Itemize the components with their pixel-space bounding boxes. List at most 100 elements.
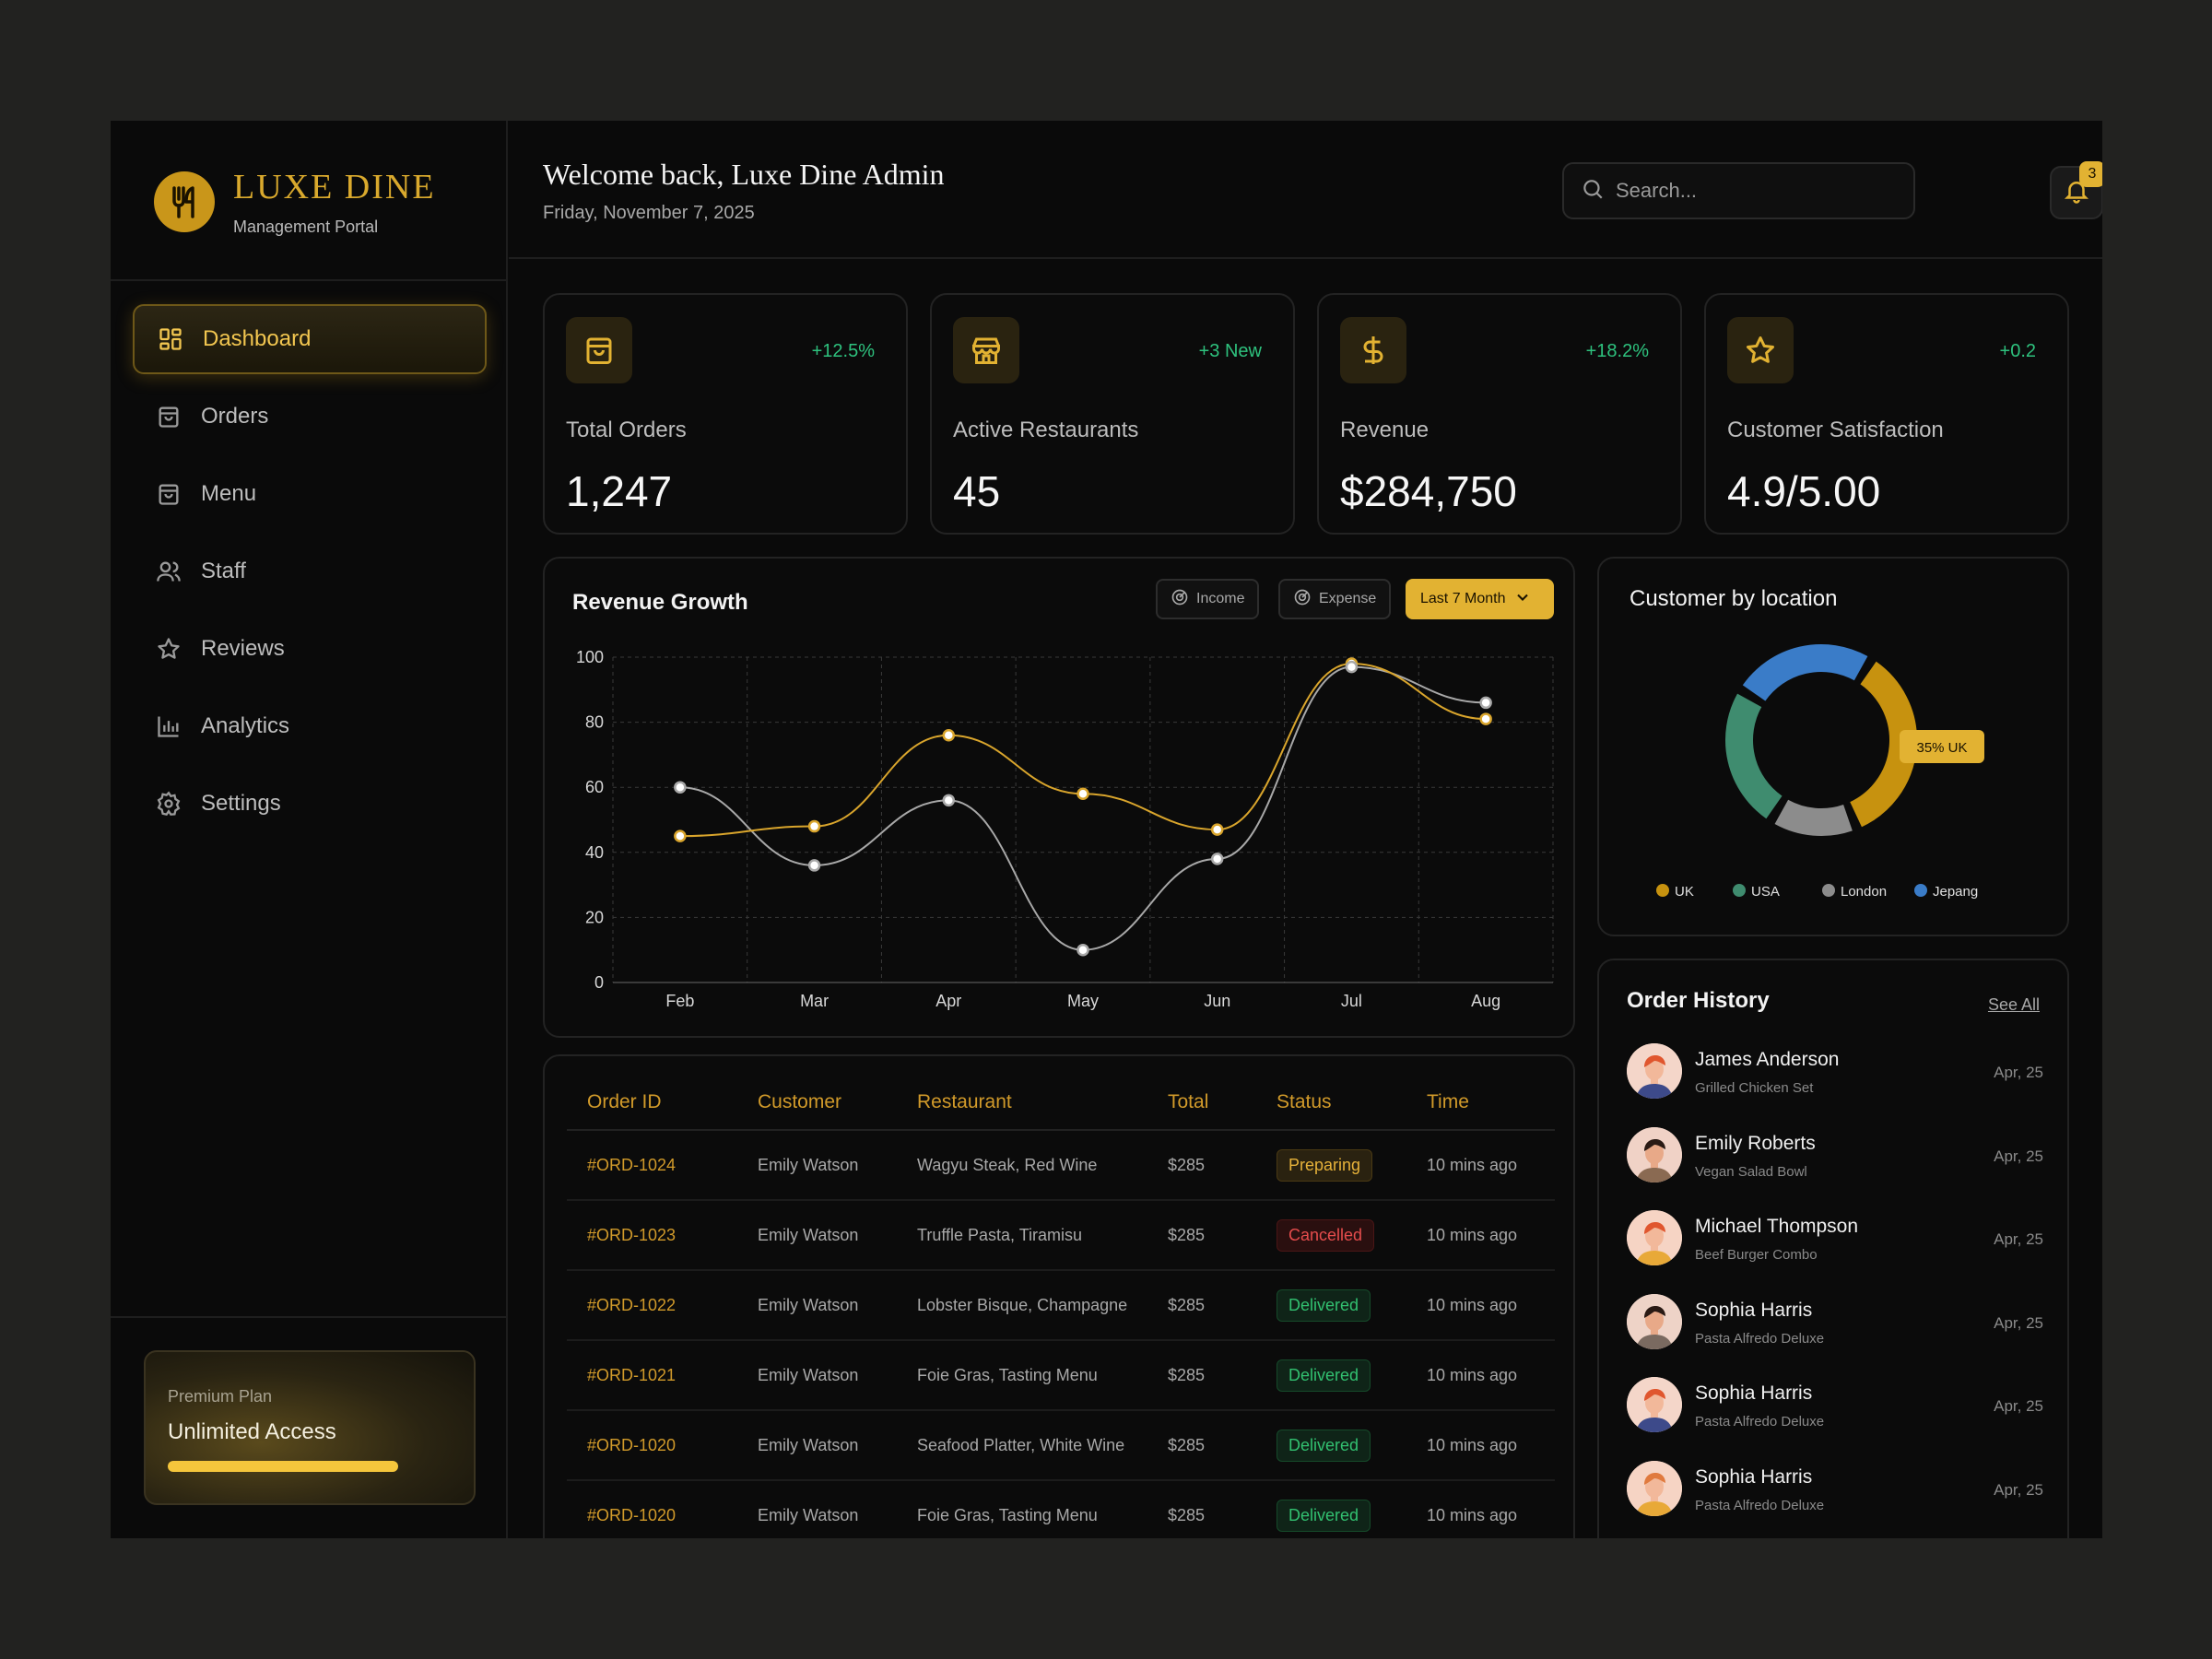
table-row[interactable]: #ORD-1022 Emily Watson Lobster Bisque, Cha… xyxy=(567,1270,1555,1341)
status-badge: Delivered xyxy=(1277,1359,1371,1392)
order-total: $285 xyxy=(1147,1410,1256,1481)
status-cell: Delivered xyxy=(1256,1410,1406,1481)
status-cell: Cancelled xyxy=(1256,1200,1406,1271)
data-point-expense[interactable] xyxy=(1077,943,1089,957)
donut-slice-london[interactable] xyxy=(1774,799,1853,836)
col-status[interactable]: Status xyxy=(1256,1075,1406,1131)
stat-label: Active Restaurants xyxy=(953,418,1139,442)
see-all-link[interactable]: See All xyxy=(1987,995,2040,1014)
donut-slice-uk[interactable] xyxy=(1849,661,1917,828)
star-icon xyxy=(1727,317,1794,383)
data-point-income[interactable] xyxy=(942,728,956,742)
sidebar-item-reviews[interactable]: Reviews xyxy=(133,614,487,684)
list-item[interactable]: Sophia Harris Pasta Alfredo Deluxe Apr, … xyxy=(1627,1377,2043,1436)
data-point-income[interactable] xyxy=(1077,787,1089,801)
data-point-income[interactable] xyxy=(674,830,687,842)
search-input[interactable] xyxy=(1616,179,1892,203)
data-point-expense[interactable] xyxy=(1479,696,1492,710)
expense-filter-label: Expense xyxy=(1319,591,1377,606)
range-dropdown[interactable]: Last 7 Month xyxy=(1406,579,1554,619)
col-time[interactable]: Time xyxy=(1406,1075,1555,1131)
list-item[interactable]: Sophia Harris Pasta Alfredo Deluxe Apr, … xyxy=(1627,1293,2043,1353)
restaurant-items: Seafood Platter, White Wine xyxy=(897,1410,1147,1481)
series-line-expense xyxy=(679,665,1487,951)
sidebar-item-label: Menu xyxy=(201,481,257,506)
status-badge: Cancelled xyxy=(1277,1218,1375,1252)
order-time: 10 mins ago xyxy=(1406,1340,1555,1411)
data-point-income[interactable] xyxy=(807,819,821,833)
data-point-expense[interactable] xyxy=(1210,853,1224,865)
target-icon xyxy=(1171,588,1196,611)
data-point-income[interactable] xyxy=(1210,823,1224,836)
plan-label: Premium Plan xyxy=(168,1387,273,1406)
sidebar-item-staff[interactable]: Staff xyxy=(133,536,487,606)
status-badge: Delivered xyxy=(1277,1429,1371,1462)
table-row[interactable]: #ORD-1021 Emily Watson Foie Gras, Tasting … xyxy=(567,1340,1555,1411)
legend-item-london[interactable]: London xyxy=(1822,884,1887,900)
col-restaurant[interactable]: Restaurant xyxy=(897,1075,1147,1131)
donut-annotation-label: 35% UK xyxy=(1916,740,1967,756)
sidebar-item-dashboard[interactable]: Dashboard xyxy=(133,304,487,374)
list-item[interactable]: James Anderson Grilled Chicken Set Apr, … xyxy=(1627,1043,2043,1102)
legend-label: London xyxy=(1841,884,1887,900)
data-point-expense[interactable] xyxy=(807,859,821,872)
sidebar-item-analytics[interactable]: Analytics xyxy=(133,691,487,761)
order-id[interactable]: #ORD-1024 xyxy=(567,1130,737,1201)
income-filter-label: Income xyxy=(1196,591,1245,606)
donut-slice-jepang[interactable] xyxy=(1742,644,1868,701)
col-total[interactable]: Total xyxy=(1147,1075,1256,1131)
table-row[interactable]: #ORD-1023 Emily Watson Truffle Pasta, Tira… xyxy=(567,1200,1555,1271)
data-point-expense[interactable] xyxy=(1345,660,1359,674)
bar-chart-icon xyxy=(155,712,182,740)
data-point-expense[interactable] xyxy=(674,781,687,794)
order-id[interactable]: #ORD-1020 xyxy=(567,1480,737,1538)
legend-item-jepang[interactable]: Jepang xyxy=(1914,884,1978,900)
order-id[interactable]: #ORD-1020 xyxy=(567,1410,737,1481)
sidebar-item-label: Dashboard xyxy=(203,326,312,351)
fork-knife-icon xyxy=(154,171,215,232)
dish-name: Beef Burger Combo xyxy=(1695,1247,1818,1263)
status-cell: Delivered xyxy=(1256,1340,1406,1411)
order-id[interactable]: #ORD-1021 xyxy=(567,1340,737,1411)
list-item[interactable]: Emily Roberts Vegan Salad Bowl Apr, 25 xyxy=(1627,1126,2043,1186)
order-total: $285 xyxy=(1147,1480,1256,1538)
order-id[interactable]: #ORD-1022 xyxy=(567,1270,737,1341)
sidebar-item-settings[interactable]: Settings xyxy=(133,769,487,839)
income-filter-button[interactable]: Income xyxy=(1156,579,1260,619)
donut-slice-usa[interactable] xyxy=(1725,693,1783,819)
dish-name: Pasta Alfredo Deluxe xyxy=(1695,1497,1825,1513)
sidebar-item-orders[interactable]: Orders xyxy=(133,382,487,452)
col-customer[interactable]: Customer xyxy=(737,1075,897,1131)
premium-plan-card[interactable]: Premium Plan Unlimited Access xyxy=(144,1350,476,1505)
table-row[interactable]: #ORD-1024 Emily Watson Wagyu Steak, Red Wi… xyxy=(567,1130,1555,1201)
order-date: Apr, 25 xyxy=(1994,1064,2043,1081)
search-box[interactable] xyxy=(1562,162,1915,219)
list-item[interactable]: Sophia Harris Pasta Alfredo Deluxe Apr, … xyxy=(1627,1460,2043,1520)
app-window: LUXE DINE Management Portal Dashboard Or… xyxy=(111,121,2102,1538)
order-id[interactable]: #ORD-1023 xyxy=(567,1200,737,1271)
expense-filter-button[interactable]: Expense xyxy=(1278,579,1392,619)
legend-item-usa[interactable]: USA xyxy=(1733,884,1780,900)
orders-table-card: Order ID Customer Restaurant Total Statu… xyxy=(543,1054,1575,1538)
table-row[interactable]: #ORD-1020 Emily Watson Seafood Platter, Wh… xyxy=(567,1410,1555,1481)
table-row[interactable]: #ORD-1020 Emily Watson Foie Gras, Tasting … xyxy=(567,1480,1555,1538)
x-tick-label: Jul xyxy=(1341,992,1362,1010)
welcome-heading: Welcome back, Luxe Dine Admin xyxy=(543,158,945,191)
legend-label: UK xyxy=(1675,884,1694,900)
avatar xyxy=(1627,1293,1682,1349)
customer-name: Emily Watson xyxy=(737,1200,897,1271)
sidebar-item-menu[interactable]: Menu xyxy=(133,459,487,529)
legend-item-uk[interactable]: UK xyxy=(1656,884,1694,900)
data-point-income[interactable] xyxy=(1479,712,1492,725)
list-item[interactable]: Michael Thompson Beef Burger Combo Apr, … xyxy=(1627,1210,2043,1269)
legend-label: USA xyxy=(1751,884,1780,900)
stat-label: Total Orders xyxy=(566,418,687,442)
data-point-expense[interactable] xyxy=(942,794,956,807)
order-total: $285 xyxy=(1147,1130,1256,1201)
order-date: Apr, 25 xyxy=(1994,1147,2043,1165)
stat-card-revenue: +18.2% Revenue $284,750 xyxy=(1317,293,1682,535)
order-time: 10 mins ago xyxy=(1406,1270,1555,1341)
x-tick-label: Feb xyxy=(665,992,694,1010)
col-order-id[interactable]: Order ID xyxy=(567,1075,737,1131)
y-tick-label: 100 xyxy=(576,648,604,666)
